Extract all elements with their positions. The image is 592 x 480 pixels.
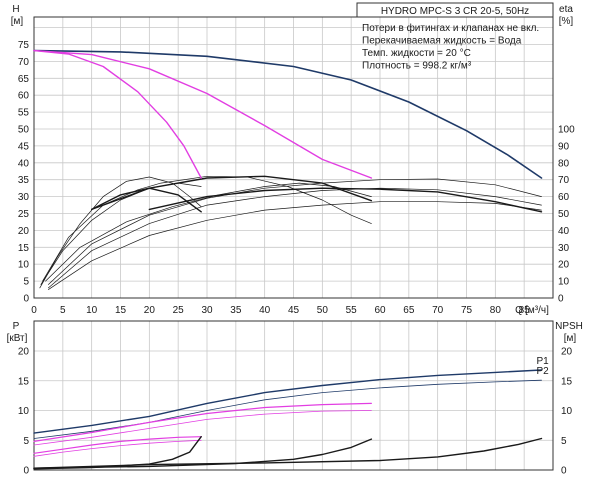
power-npsh-curve bbox=[33, 439, 202, 457]
x-tick-label: 45 bbox=[288, 305, 300, 316]
efficiency-curve bbox=[91, 187, 202, 213]
x-tick-label: 65 bbox=[403, 305, 415, 316]
y-tick-label: 25 bbox=[18, 209, 30, 220]
x-tick-label: 70 bbox=[432, 305, 444, 316]
annotation-line: Перекачиваемая жидкость = Вода bbox=[362, 36, 522, 47]
power-tick-label: 20 bbox=[18, 347, 30, 358]
power-npsh-curve bbox=[33, 438, 373, 469]
x-tick-label: 30 bbox=[201, 305, 213, 316]
efficiency-curve bbox=[40, 182, 202, 285]
power-npsh-curve bbox=[33, 436, 202, 470]
title-box bbox=[356, 2, 554, 18]
y-tick-label: 65 bbox=[18, 74, 30, 85]
eta-tick-label: 70 bbox=[558, 175, 570, 186]
series-label-p1: P1 bbox=[536, 356, 549, 367]
x-tick-label: 80 bbox=[490, 305, 502, 316]
power-tick-label: 15 bbox=[18, 376, 30, 387]
npsh-axis-unit: [м] bbox=[564, 333, 577, 344]
power-tick-label: 10 bbox=[18, 406, 30, 417]
eta-tick-label: 20 bbox=[558, 260, 570, 271]
x-tick-label: 20 bbox=[144, 305, 156, 316]
eta-tick-label: 90 bbox=[558, 141, 570, 152]
efficiency-curve bbox=[39, 176, 202, 289]
eta-axis-unit: [%] bbox=[559, 16, 574, 27]
y-tick-label: 5 bbox=[23, 277, 29, 288]
y-tick-label: 60 bbox=[18, 91, 30, 102]
npsh-axis-label: NPSH bbox=[555, 321, 583, 332]
npsh-tick-label: 20 bbox=[561, 347, 573, 358]
power-npsh-curve bbox=[33, 437, 543, 469]
npsh-tick-label: 5 bbox=[561, 436, 567, 447]
x-tick-label: 75 bbox=[461, 305, 473, 316]
x-tick-label: 0 bbox=[31, 305, 37, 316]
x-tick-label: 85 bbox=[519, 305, 531, 316]
y-axis-unit: [м] bbox=[11, 16, 24, 27]
x-tick-label: 55 bbox=[346, 305, 358, 316]
power-tick-label: 5 bbox=[23, 436, 29, 447]
y-tick-label: 55 bbox=[18, 108, 30, 119]
head-curve bbox=[33, 49, 373, 179]
annotation-line: Потери в фитингах и клапанах не вкл. bbox=[362, 22, 539, 34]
y-tick-label: 30 bbox=[18, 192, 30, 203]
efficiency-curve bbox=[48, 201, 542, 290]
y-tick-label: 0 bbox=[23, 294, 29, 305]
x-tick-label: 60 bbox=[374, 305, 386, 316]
x-tick-label: 35 bbox=[230, 305, 242, 316]
efficiency-curve bbox=[48, 187, 542, 289]
y-tick-label: 10 bbox=[18, 260, 30, 271]
annotation-line: Плотность = 998.2 кг/м³ bbox=[362, 61, 472, 72]
head-curve bbox=[33, 49, 543, 179]
top-plot-frame bbox=[33, 16, 554, 299]
power-npsh-curve bbox=[33, 436, 202, 454]
eta-tick-label: 10 bbox=[558, 277, 570, 288]
x-tick-label: 15 bbox=[115, 305, 127, 316]
efficiency-curve bbox=[48, 178, 542, 285]
x-axis-label: Q bbox=[515, 305, 523, 316]
eta-tick-label: 100 bbox=[558, 125, 575, 136]
eta-tick-label: 30 bbox=[558, 243, 570, 254]
efficiency-curve bbox=[42, 175, 372, 282]
power-tick-label: 0 bbox=[23, 466, 29, 477]
power-npsh-curve bbox=[33, 410, 372, 446]
eta-tick-label: 60 bbox=[558, 192, 570, 203]
head-curve bbox=[33, 49, 202, 179]
power-axis-unit: [кВт] bbox=[7, 333, 28, 344]
y-tick-label: 50 bbox=[18, 125, 30, 136]
npsh-tick-label: 15 bbox=[561, 376, 573, 387]
power-axis-label: P bbox=[13, 321, 20, 332]
y-tick-label: 20 bbox=[18, 226, 30, 237]
y-tick-label: 15 bbox=[18, 243, 30, 254]
efficiency-curve bbox=[45, 182, 372, 282]
eta-tick-label: 50 bbox=[558, 209, 570, 220]
y-tick-label: 35 bbox=[18, 175, 30, 186]
y-tick-label: 40 bbox=[18, 158, 30, 169]
x-tick-label: 40 bbox=[259, 305, 271, 316]
x-axis-unit: [м³/ч] bbox=[525, 305, 549, 316]
bottom-plot-frame bbox=[33, 320, 554, 471]
eta-tick-label: 80 bbox=[558, 158, 570, 169]
eta-tick-label: 0 bbox=[558, 294, 564, 305]
npsh-tick-label: 10 bbox=[561, 406, 573, 417]
x-tick-label: 5 bbox=[60, 305, 66, 316]
x-tick-label: 10 bbox=[86, 305, 98, 316]
x-tick-label: 25 bbox=[173, 305, 185, 316]
y-tick-label: 70 bbox=[18, 57, 30, 68]
series-label-p2: P2 bbox=[536, 366, 549, 377]
power-curve-p1 bbox=[33, 369, 543, 434]
npsh-tick-label: 0 bbox=[561, 466, 567, 477]
eta-axis-label: eta bbox=[559, 4, 573, 15]
y-tick-label: 75 bbox=[18, 40, 30, 51]
y-tick-label: 45 bbox=[18, 141, 30, 152]
annotation-line: Темп. жидкости = 20 °C bbox=[362, 48, 471, 59]
chart-title: HYDRO MPC-S 3 CR 20-5, 50Hz bbox=[381, 6, 529, 17]
eta-tick-label: 40 bbox=[558, 226, 570, 237]
power-npsh-curve bbox=[33, 402, 372, 442]
x-tick-label: 50 bbox=[317, 305, 329, 316]
y-axis-label: H bbox=[12, 4, 19, 15]
